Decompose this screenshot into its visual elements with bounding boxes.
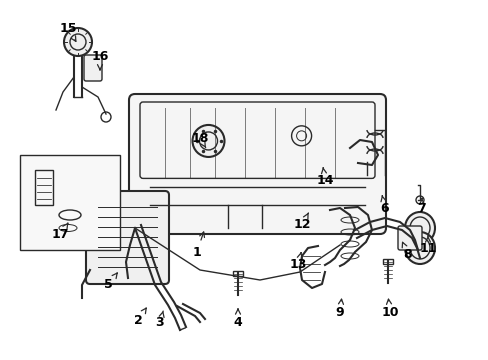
- Text: 17: 17: [51, 223, 69, 242]
- FancyBboxPatch shape: [129, 94, 385, 234]
- Bar: [20, 155, 120, 250]
- Text: 2: 2: [133, 308, 146, 327]
- Circle shape: [192, 125, 224, 157]
- Text: 16: 16: [91, 50, 108, 70]
- FancyBboxPatch shape: [397, 226, 421, 250]
- Text: 18: 18: [191, 131, 208, 147]
- Text: 4: 4: [233, 309, 242, 328]
- Text: 1: 1: [192, 232, 204, 258]
- Text: 11: 11: [418, 236, 436, 255]
- Text: 13: 13: [289, 253, 306, 271]
- Text: 6: 6: [380, 196, 388, 215]
- FancyBboxPatch shape: [84, 55, 102, 81]
- FancyBboxPatch shape: [86, 191, 169, 284]
- Ellipse shape: [404, 212, 434, 244]
- Circle shape: [64, 28, 92, 56]
- Text: 15: 15: [59, 22, 77, 41]
- Text: 14: 14: [316, 168, 333, 186]
- Text: 10: 10: [381, 299, 398, 320]
- Text: 12: 12: [293, 213, 310, 231]
- Text: 8: 8: [402, 242, 411, 261]
- Bar: [35, 170, 53, 205]
- Text: 7: 7: [417, 199, 426, 215]
- Ellipse shape: [404, 232, 434, 264]
- Text: 9: 9: [335, 299, 344, 320]
- Text: 3: 3: [155, 311, 164, 329]
- Text: 5: 5: [103, 273, 117, 292]
